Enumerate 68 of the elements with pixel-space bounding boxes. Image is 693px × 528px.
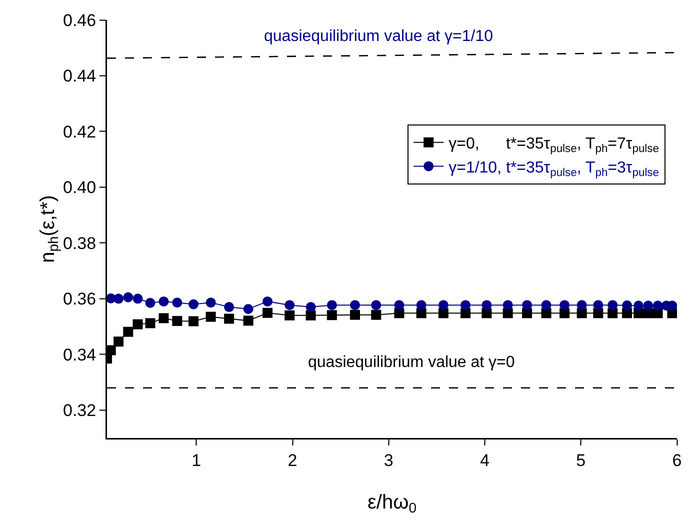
point (482, 300, 492, 310)
point (326, 300, 337, 310)
point (262, 296, 273, 306)
point (206, 312, 216, 322)
point (371, 310, 382, 320)
y-tick-label: 0.32 (63, 401, 96, 420)
point (416, 300, 426, 310)
point (123, 326, 134, 337)
y-tick-label: 0.42 (63, 122, 96, 142)
x-tick-label: 5 (576, 450, 586, 470)
point (158, 313, 169, 324)
point (158, 296, 169, 306)
point (350, 300, 360, 310)
point (145, 298, 156, 308)
point (243, 316, 254, 326)
point (576, 300, 587, 310)
point (306, 302, 316, 312)
point (107, 345, 116, 356)
x-tick-label: 2 (288, 450, 298, 470)
y-tick-label: 0.40 (63, 178, 96, 198)
point (522, 300, 532, 310)
point (123, 292, 134, 302)
x-tick-label: 3 (384, 450, 394, 470)
point (371, 300, 382, 310)
point (188, 316, 199, 326)
x-tick-label: 4 (480, 450, 490, 470)
point (145, 318, 156, 328)
x-axis-title: ε/hω$_{0}$ (367, 492, 417, 516)
point (114, 294, 124, 304)
point (188, 299, 199, 310)
x-tick-label: 6 (672, 450, 682, 470)
point (284, 300, 295, 310)
point (608, 300, 618, 310)
point (560, 300, 570, 310)
point (643, 300, 654, 311)
x-tick-label: 1 (192, 450, 202, 470)
point (350, 310, 360, 320)
point (593, 300, 604, 310)
annotation: quasiequilibrium value at γ=1/10 (264, 28, 494, 45)
y-tick-label: 0.46 (63, 10, 96, 30)
point (132, 319, 143, 330)
point (652, 300, 663, 311)
legend-label: γ=1/10, t*=35τ$_{pulse}$, T$_{ph}$=3τ$_{pulse}$ (448, 159, 660, 179)
point (224, 314, 234, 324)
point (284, 310, 295, 320)
point (622, 300, 632, 310)
point (114, 336, 124, 347)
point (224, 302, 234, 312)
point (541, 300, 552, 310)
point (634, 300, 644, 311)
annotation: quasiequilibrium value at γ=0 (308, 354, 515, 371)
y-tick-label: 0.36 (63, 290, 96, 309)
point (394, 300, 404, 310)
point (438, 300, 448, 310)
point (306, 310, 316, 320)
legend-label: γ=0, t*=35τ$_{pulse}$, T$_{ph}$=7τ$_{pulse}$ (448, 136, 659, 155)
point (172, 316, 182, 326)
y-tick-label: 0.34 (63, 345, 96, 364)
point (172, 298, 182, 308)
y-tick-label: 0.44 (63, 66, 96, 86)
point (460, 300, 471, 310)
point (132, 294, 143, 304)
point (502, 300, 513, 310)
point (206, 298, 216, 308)
y-tick-label: 0.38 (63, 234, 96, 253)
point (262, 308, 273, 318)
point (326, 310, 337, 320)
point (243, 304, 254, 314)
